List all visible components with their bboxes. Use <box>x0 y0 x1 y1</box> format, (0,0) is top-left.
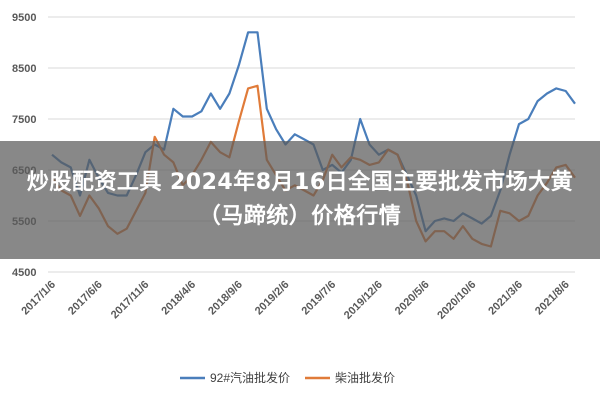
title-overlay-banner: 炒股配资工具 2024年8月16日全国主要批发市场大黄（马蹄统）价格行情 <box>0 141 600 259</box>
y-tick-label: 8500 <box>12 63 36 75</box>
x-tick-label: 2020/5/6 <box>393 279 432 318</box>
x-tick-label: 2019/12/6 <box>342 279 385 322</box>
y-tick-label: 4500 <box>12 267 36 279</box>
x-axis-tick-labels: 2017/1/6 2017/6/6 2017/11/6 2018/4/6 2018/9/… <box>19 279 571 322</box>
y-tick-label: 7500 <box>12 114 36 126</box>
x-tick-label: 2018/9/6 <box>206 279 245 318</box>
legend-label-diesel: 柴油批发价 <box>335 370 395 385</box>
x-tick-label: 2021/3/6 <box>486 279 525 318</box>
chart-legend: 92#汽油批发价 柴油批发价 <box>180 370 395 385</box>
x-tick-label: 2019/2/6 <box>253 279 292 318</box>
x-tick-label: 2020/10/6 <box>435 279 478 322</box>
overlay-title: 炒股配资工具 2024年8月16日全国主要批发市场大黄（马蹄统）价格行情 <box>26 170 574 229</box>
x-tick-label: 2017/1/6 <box>19 279 58 318</box>
x-tick-label: 2019/7/6 <box>300 279 339 318</box>
x-tick-label: 2021/8/6 <box>533 279 572 318</box>
x-tick-label: 2018/4/6 <box>159 279 198 318</box>
y-tick-label: 9500 <box>12 12 36 24</box>
legend-label-92-gasoline: 92#汽油批发价 <box>210 370 290 385</box>
x-tick-label: 2017/6/6 <box>66 279 105 318</box>
x-tick-label: 2017/11/6 <box>109 279 152 322</box>
